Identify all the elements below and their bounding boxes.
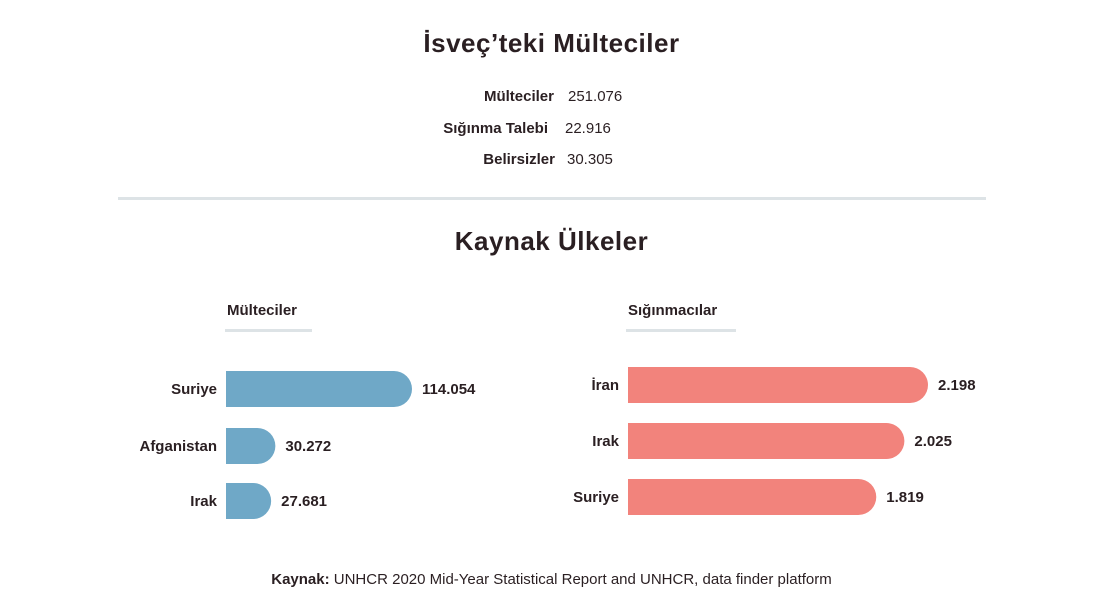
- value-label-refugees-0: 114.054: [422, 381, 476, 398]
- category-label-asylum-1: Irak: [592, 433, 619, 450]
- chart-title-asylum: Sığınmacılar: [628, 302, 718, 319]
- stat-label: Mülteciler: [483, 88, 554, 105]
- stat-label: Belirsizler: [483, 151, 555, 168]
- chart-title-underline: [626, 329, 736, 332]
- stat-label: Sığınma Talebi: [443, 120, 548, 137]
- bar-refugees-1: [226, 428, 276, 464]
- category-label-refugees-1: Afganistan: [139, 438, 217, 455]
- source-note: Kaynak: UNHCR 2020 Mid-Year Statistical …: [0, 571, 1103, 588]
- stat-row: Belirsizler 30.305: [0, 151, 1103, 175]
- category-label-asylum-2: Suriye: [573, 489, 619, 506]
- value-label-asylum-2: 1.819: [886, 489, 924, 506]
- value-label-refugees-1: 30.272: [285, 438, 331, 455]
- bar-asylum-2: [628, 479, 877, 515]
- chart-title-refugees: Mülteciler: [227, 302, 298, 319]
- source-label: Kaynak:: [271, 571, 330, 588]
- chart-title-underline: [225, 329, 312, 332]
- stat-value: 251.076: [568, 88, 623, 105]
- category-label-refugees-0: Suriye: [171, 381, 217, 398]
- bar-asylum-0: [628, 367, 928, 403]
- stat-row: Mülteciler 251.076: [0, 88, 1103, 112]
- value-label-asylum-1: 2.025: [914, 433, 952, 450]
- section-divider: [118, 197, 986, 200]
- category-label-asylum-0: İran: [591, 377, 619, 394]
- value-label-refugees-2: 27.681: [281, 493, 327, 510]
- section-title: Kaynak Ülkeler: [454, 226, 649, 256]
- stat-value: 22.916: [565, 120, 611, 137]
- stat-row: Sığınma Talebi 22.916: [0, 120, 1103, 144]
- source-text: UNHCR 2020 Mid-Year Statistical Report a…: [333, 571, 832, 588]
- bar-refugees-2: [226, 483, 272, 519]
- bar-refugees-0: [226, 371, 412, 407]
- bar-asylum-1: [628, 423, 905, 459]
- category-label-refugees-2: Irak: [190, 493, 217, 510]
- stat-value: 30.305: [567, 151, 613, 168]
- page-title: İsveç’teki Mülteciler: [423, 28, 680, 58]
- value-label-asylum-0: 2.198: [938, 377, 976, 394]
